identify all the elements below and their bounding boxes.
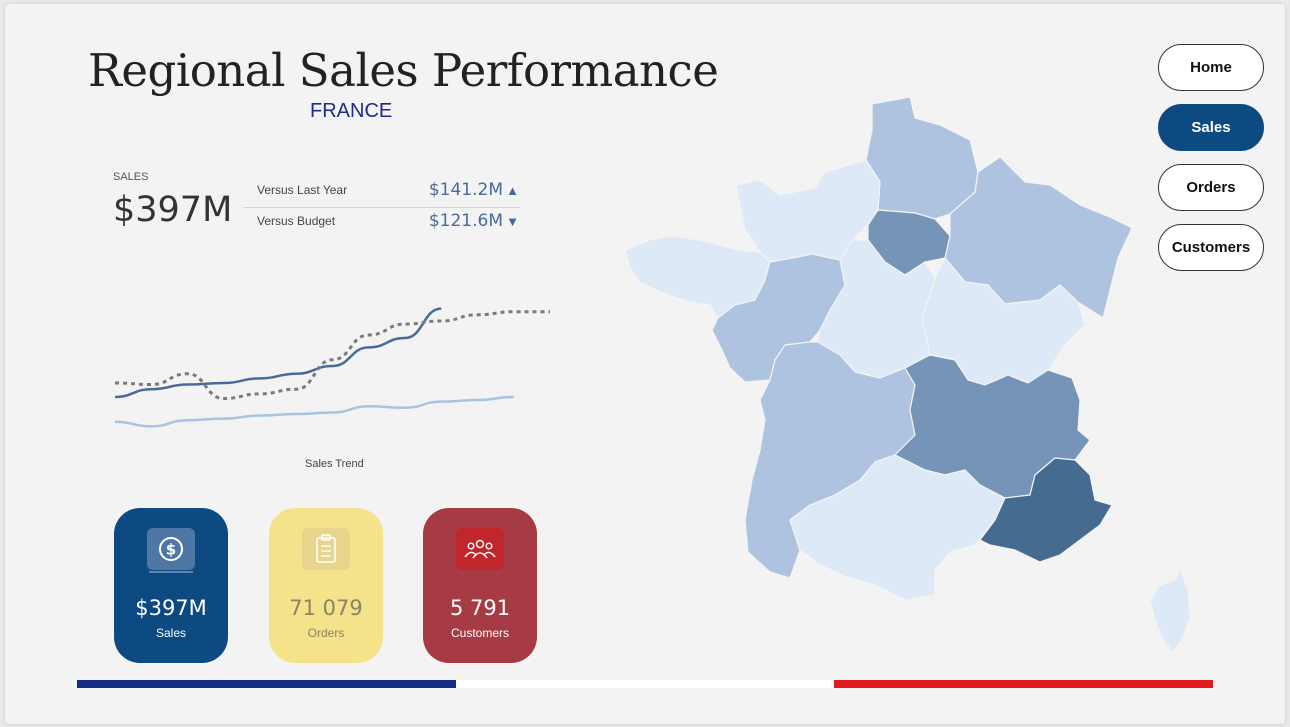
comparison-value: $141.2M: [428, 180, 503, 200]
down-arrow-icon: ▼: [506, 213, 519, 229]
dollar-coin-icon: $: [147, 528, 195, 570]
trend-series-line-solid-light: [114, 395, 514, 428]
orders-card-caption: Orders: [307, 626, 345, 640]
trend-series-line-dashed: [114, 310, 550, 401]
region-normandie[interactable]: [735, 159, 881, 263]
comparison-label: Versus Budget: [257, 214, 336, 228]
nav-customers-button[interactable]: Customers: [1158, 224, 1264, 271]
comparison-label: Versus Last Year: [257, 183, 348, 197]
region-hauts-de-france[interactable]: [865, 96, 979, 220]
flag-stripe-white: [456, 680, 834, 688]
trend-series-line-solid-dark: [114, 307, 442, 399]
people-group-icon: [456, 528, 504, 570]
sales-card-value: $397M: [135, 596, 207, 620]
nav-sales-button[interactable]: Sales: [1158, 104, 1264, 151]
sales-trend-chart: [114, 307, 550, 428]
comparison-divider: [243, 207, 520, 208]
orders-card[interactable]: 71 079 Orders: [269, 508, 383, 663]
flag-stripe-blue: [77, 680, 456, 688]
orders-card-value: 71 079: [289, 596, 363, 620]
kpi-label: SALES: [113, 171, 149, 183]
sales-card[interactable]: $ $397M Sales: [114, 508, 228, 663]
kpi-value: $397M: [113, 190, 233, 230]
sales-trend-caption: Sales Trend: [305, 458, 364, 470]
clipboard-checklist-icon: [302, 528, 350, 570]
flag-stripe-red: [834, 680, 1213, 688]
up-arrow-icon: ▲: [506, 182, 519, 198]
region-corse[interactable]: [1149, 567, 1191, 653]
page-title: Regional Sales Performance: [88, 44, 719, 97]
france-region-map: [624, 96, 1191, 653]
page-subtitle: FRANCE: [310, 100, 393, 122]
customers-card-caption: Customers: [450, 626, 509, 640]
region-provence-alpes-cote-dazur[interactable]: [979, 457, 1113, 563]
customers-card[interactable]: 5 791 Customers: [423, 508, 537, 663]
sales-card-caption: Sales: [155, 626, 187, 640]
svg-text:$: $: [166, 541, 176, 559]
customers-card-value: 5 791: [449, 596, 511, 620]
nav-home-button[interactable]: Home: [1158, 44, 1264, 91]
nav-orders-button[interactable]: Orders: [1158, 164, 1264, 211]
comparison-budget: Versus Budget $121.6M ▼: [243, 206, 523, 236]
comparison-last-year: Versus Last Year $141.2M ▲: [243, 175, 523, 205]
comparison-value: $121.6M: [428, 211, 503, 231]
